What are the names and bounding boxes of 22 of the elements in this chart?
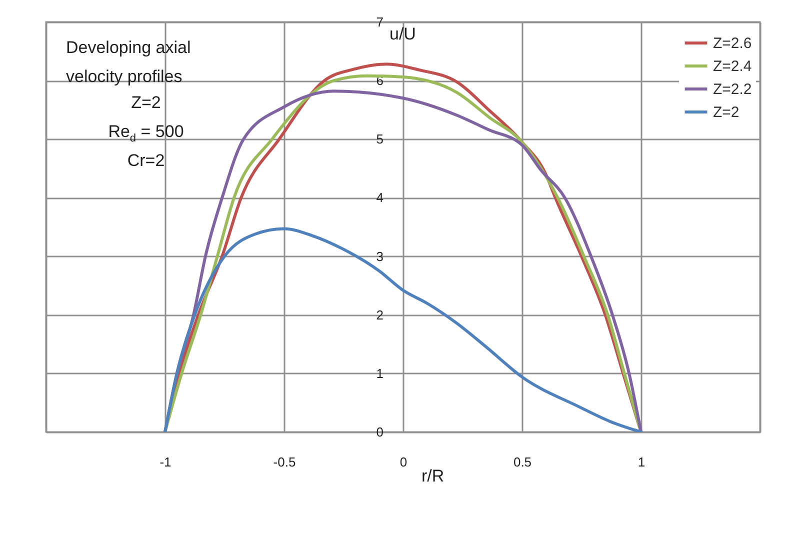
y-tick-label: 4 <box>376 190 384 206</box>
x-tick-label: -0.5 <box>273 454 296 470</box>
x-tick-label: -1 <box>160 454 172 470</box>
x-tick-label: 0.5 <box>513 454 532 470</box>
legend-label: Z=2.2 <box>713 81 752 98</box>
annotation: Re$_{d}$ = 500 <box>107 121 185 146</box>
y-tick-label: 7 <box>376 14 384 30</box>
legend-label: Z=2.4 <box>713 58 752 75</box>
y-tick-label: 2 <box>376 307 384 322</box>
legend-label: Z=2.6 <box>713 35 752 52</box>
annotation: Z=2 <box>130 92 162 114</box>
annotation: Cr=2 <box>126 150 166 172</box>
x-tick-label: 0 <box>400 454 408 470</box>
y-axis-title: u/U <box>390 24 416 44</box>
y-tick-label: 0 <box>376 424 384 440</box>
y-tick-label: 1 <box>376 366 384 381</box>
x-tick-label: 1 <box>638 454 646 470</box>
y-tick-label: 5 <box>376 132 384 147</box>
x-axis-title: r/R <box>422 466 444 486</box>
legend-label: Z=2 <box>713 104 740 121</box>
y-tick-label: 3 <box>376 248 384 264</box>
annotation: Developing axial velocity profiles <box>66 37 192 88</box>
